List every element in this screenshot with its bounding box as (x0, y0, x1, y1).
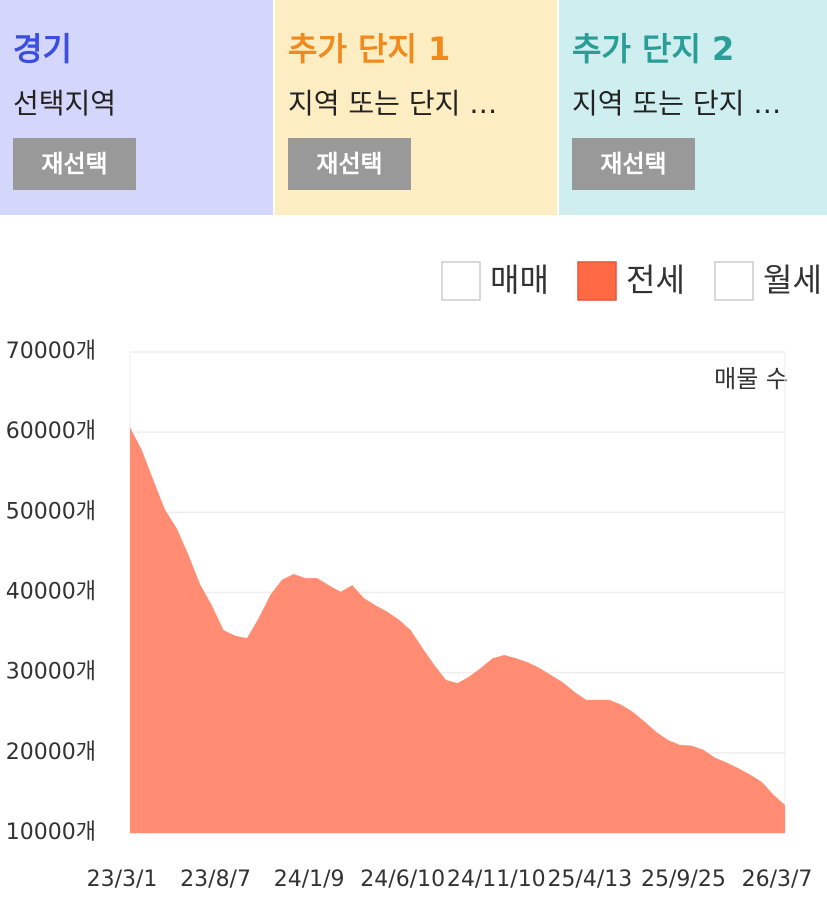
region-panel: 추가 단지 1 지역 또는 단지 … 재선택 (275, 0, 557, 215)
legend-label: 전세 (626, 261, 685, 299)
legend-checkbox[interactable] (441, 261, 481, 301)
x-tick-label: 26/3/7 (742, 867, 813, 892)
y-tick-label: 30000개 (6, 660, 96, 685)
x-tick-label: 24/6/10 (360, 867, 445, 892)
region-panel: 추가 단지 2 지역 또는 단지 … 재선택 (559, 0, 827, 215)
x-tick-label: 23/8/7 (180, 867, 251, 892)
panel-title: 추가 단지 1 (288, 30, 451, 68)
x-tick-label: 24/1/9 (274, 867, 345, 892)
x-tick-label: 25/9/25 (641, 867, 726, 892)
x-tick-label: 24/11/10 (447, 867, 546, 892)
panel-subtitle[interactable]: 지역 또는 단지 … (288, 87, 498, 120)
legend-checkbox[interactable] (577, 261, 617, 301)
legend-checkbox[interactable] (714, 261, 754, 301)
y-tick-label: 20000개 (6, 740, 96, 765)
area (130, 427, 785, 833)
y-tick-label: 70000개 (6, 339, 96, 364)
panel-subtitle[interactable]: 선택지역 (13, 87, 117, 120)
reselect-button[interactable]: 재선택 (572, 138, 695, 190)
legend-label: 매매 (490, 261, 549, 299)
legend-label: 월세 (763, 261, 822, 299)
x-tick-label: 25/4/13 (547, 867, 632, 892)
reselect-button[interactable]: 재선택 (13, 138, 136, 190)
panel-title: 추가 단지 2 (572, 30, 735, 68)
y-tick-label: 60000개 (6, 419, 96, 444)
x-tick-label: 23/3/1 (87, 867, 158, 892)
reselect-button[interactable]: 재선택 (288, 138, 411, 190)
panel-subtitle[interactable]: 지역 또는 단지 … (572, 87, 782, 120)
y-tick-label: 10000개 (6, 820, 96, 845)
panel-title: 경기 (13, 30, 72, 68)
annotation: 매물 수 (714, 365, 788, 393)
y-tick-label: 50000개 (6, 499, 96, 524)
y-tick-label: 40000개 (6, 580, 96, 605)
